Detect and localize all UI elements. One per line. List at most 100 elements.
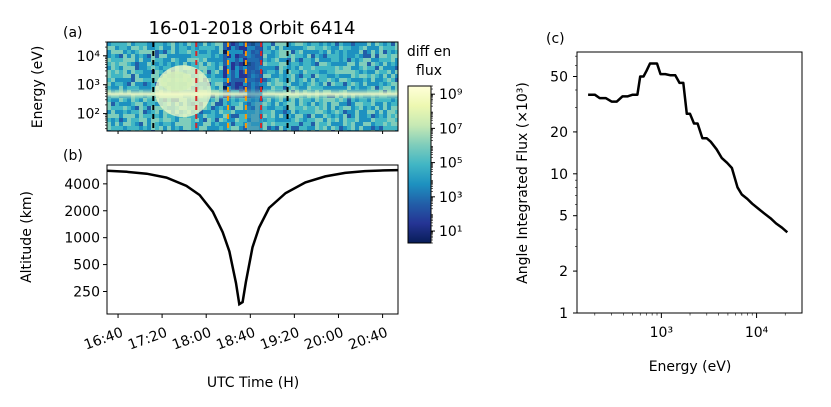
heatmap-cell <box>155 122 159 126</box>
heatmap-cell <box>307 50 311 54</box>
altitude-y-ticks: 250 500 1000 2000 4000 <box>64 177 107 300</box>
heatmap-cell <box>135 46 139 50</box>
heatmap-cell <box>299 62 303 66</box>
heatmap-cell <box>323 114 327 118</box>
heatmap-cell <box>147 98 151 102</box>
heatmap-cell <box>135 62 139 66</box>
heatmap-cell <box>271 54 275 58</box>
heatmap-cell <box>115 86 119 90</box>
heatmap-cell <box>267 78 271 82</box>
heatmap-cell <box>171 62 175 66</box>
heatmap-cell <box>303 66 307 70</box>
heatmap-cell <box>327 118 331 122</box>
heatmap-cell <box>291 54 295 58</box>
heatmap-cell <box>279 86 283 90</box>
heatmap-cell <box>127 110 131 114</box>
heatmap-cell <box>279 118 283 122</box>
heatmap-cell <box>199 114 203 118</box>
heatmap-cell <box>395 58 398 62</box>
heatmap-cell <box>383 46 387 50</box>
heatmap-cell <box>199 110 203 114</box>
heatmap-cell <box>323 58 327 62</box>
heatmap-cell <box>395 106 398 110</box>
heatmap-cell <box>115 118 119 122</box>
heatmap-cell <box>371 58 375 62</box>
heatmap-cell <box>291 102 295 106</box>
heatmap-cell <box>159 110 163 114</box>
heatmap-cell <box>347 98 351 102</box>
heatmap-cell <box>319 102 323 106</box>
heatmap-cell <box>363 86 367 90</box>
heatmap-cell <box>143 78 147 82</box>
heatmap-cell <box>135 50 139 54</box>
heatmap-cell <box>243 82 247 86</box>
heatmap-cell <box>279 114 283 118</box>
heatmap-cell <box>307 102 311 106</box>
heatmap-cell <box>347 46 351 50</box>
heatmap-cell <box>283 50 287 54</box>
heatmap-cell <box>383 74 387 78</box>
heatmap-cell <box>115 66 119 70</box>
heatmap-cell <box>371 46 375 50</box>
heatmap-cell <box>235 54 239 58</box>
heatmap-cell <box>175 54 179 58</box>
heatmap-cell <box>235 106 239 110</box>
heatmap-cell <box>299 70 303 74</box>
heatmap-cell <box>319 66 323 70</box>
heatmap-cell <box>267 110 271 114</box>
heatmap-cell <box>219 122 223 126</box>
heatmap-cell <box>307 46 311 50</box>
heatmap-cell <box>331 74 335 78</box>
heatmap-cell <box>223 74 227 78</box>
x-tick-label: 10³ <box>650 325 673 341</box>
heatmap-cell <box>131 74 135 78</box>
heatmap-cell <box>319 106 323 110</box>
panel-a-label: (a) <box>63 25 83 41</box>
heatmap-cell <box>311 122 315 126</box>
heatmap-cell <box>271 82 275 86</box>
heatmap-cell <box>299 46 303 50</box>
spectrogram-panel: 10² 10³ 10⁴ Energy (eV) <box>30 41 399 134</box>
heatmap-cell <box>107 58 111 62</box>
heatmap-cell <box>203 110 207 114</box>
heatmap-cell <box>215 122 219 126</box>
heatmap-cell <box>303 70 307 74</box>
heatmap-cell <box>379 62 383 66</box>
heatmap-cell <box>271 118 275 122</box>
heatmap-cell <box>127 118 131 122</box>
heatmap-cell <box>391 126 395 130</box>
heatmap-cell <box>143 66 147 70</box>
heatmap-cell <box>127 106 131 110</box>
heatmap-cell <box>351 50 355 54</box>
heatmap-cell <box>271 102 275 106</box>
spectrogram-heatmap <box>107 42 398 131</box>
heatmap-cell <box>267 70 271 74</box>
heatmap-cell <box>139 114 143 118</box>
heatmap-cell <box>203 62 207 66</box>
heatmap-cell <box>143 70 147 74</box>
heatmap-cell <box>295 74 299 78</box>
heatmap-cell <box>147 82 151 86</box>
heatmap-cell <box>267 82 271 86</box>
heatmap-cell <box>207 106 211 110</box>
heatmap-cell <box>295 66 299 70</box>
heatmap-cell <box>119 46 123 50</box>
heatmap-cell <box>199 126 203 130</box>
heatmap-cell <box>311 42 315 46</box>
heatmap-cell <box>187 122 191 126</box>
heatmap-cell <box>339 42 343 46</box>
heatmap-cell <box>307 66 311 70</box>
heatmap-cell <box>383 54 387 58</box>
heatmap-cell <box>299 98 303 102</box>
heatmap-cell <box>387 78 391 82</box>
heatmap-cell <box>327 42 331 46</box>
heatmap-cell <box>331 114 335 118</box>
heatmap-cell <box>367 118 371 122</box>
heatmap-cell <box>207 114 211 118</box>
heatmap-cell <box>223 126 227 130</box>
y-tick-label: 20 <box>550 125 568 141</box>
heatmap-cell <box>167 66 171 70</box>
heatmap-cell <box>379 82 383 86</box>
heatmap-cell <box>359 118 363 122</box>
heatmap-cell <box>355 98 359 102</box>
